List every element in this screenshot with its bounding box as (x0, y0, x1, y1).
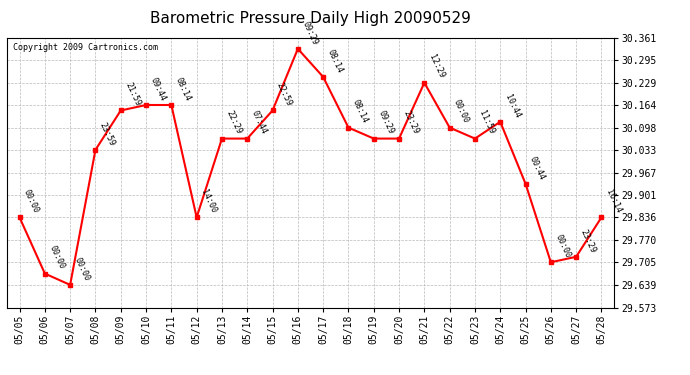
Text: 23:29: 23:29 (579, 228, 598, 254)
Text: 00:00: 00:00 (22, 188, 41, 214)
Text: 00:00: 00:00 (48, 244, 66, 271)
Text: 00:44: 00:44 (528, 154, 546, 181)
Text: 08:14: 08:14 (326, 48, 344, 74)
Text: 08:14: 08:14 (174, 76, 193, 102)
Text: Barometric Pressure Daily High 20090529: Barometric Pressure Daily High 20090529 (150, 11, 471, 26)
Text: 07:44: 07:44 (250, 110, 268, 136)
Text: 14:00: 14:00 (199, 188, 218, 214)
Text: 16:14: 16:14 (604, 188, 622, 214)
Text: 21:59: 21:59 (124, 81, 142, 108)
Text: 23:29: 23:29 (402, 110, 420, 136)
Text: 08:14: 08:14 (351, 98, 370, 125)
Text: 00:00: 00:00 (452, 98, 471, 125)
Text: 00:00: 00:00 (72, 256, 91, 282)
Text: 00:00: 00:00 (553, 233, 572, 260)
Text: 11:59: 11:59 (477, 110, 496, 136)
Text: 23:59: 23:59 (98, 121, 117, 147)
Text: 09:44: 09:44 (148, 76, 167, 102)
Text: 10:44: 10:44 (503, 93, 522, 119)
Text: 12:29: 12:29 (427, 54, 446, 80)
Text: Copyright 2009 Cartronics.com: Copyright 2009 Cartronics.com (13, 43, 158, 52)
Text: 09:29: 09:29 (300, 20, 319, 46)
Text: 22:29: 22:29 (224, 110, 243, 136)
Text: 09:29: 09:29 (376, 110, 395, 136)
Text: 22:59: 22:59 (275, 81, 294, 108)
